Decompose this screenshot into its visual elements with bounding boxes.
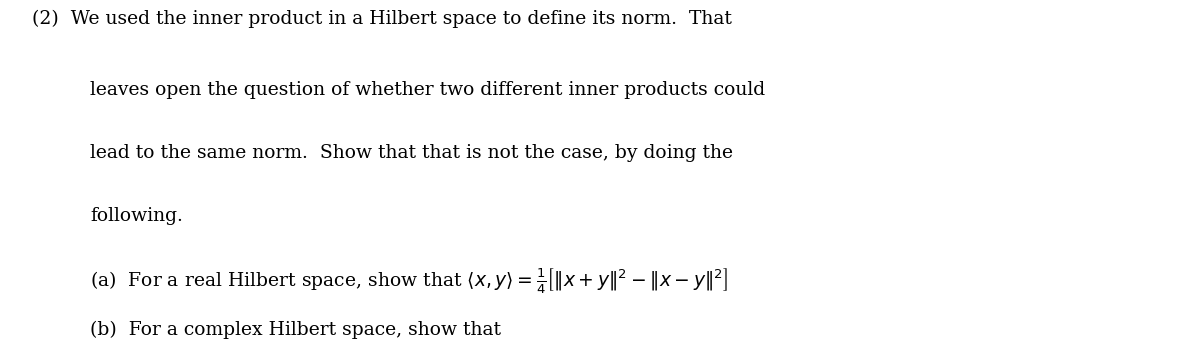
Text: leaves open the question of whether two different inner products could: leaves open the question of whether two …: [90, 81, 766, 99]
Text: (b)  For a complex Hilbert space, show that: (b) For a complex Hilbert space, show th…: [90, 320, 502, 339]
Text: lead to the same norm.  Show that that is not the case, by doing the: lead to the same norm. Show that that is…: [90, 144, 733, 162]
Text: (a)  For a real Hilbert space, show that $\langle x, y\rangle = \frac{1}{4}\left: (a) For a real Hilbert space, show that …: [90, 266, 728, 296]
Text: following.: following.: [90, 207, 182, 225]
Text: (2)  We used the inner product in a Hilbert space to define its norm.  That: (2) We used the inner product in a Hilbe…: [32, 10, 732, 28]
